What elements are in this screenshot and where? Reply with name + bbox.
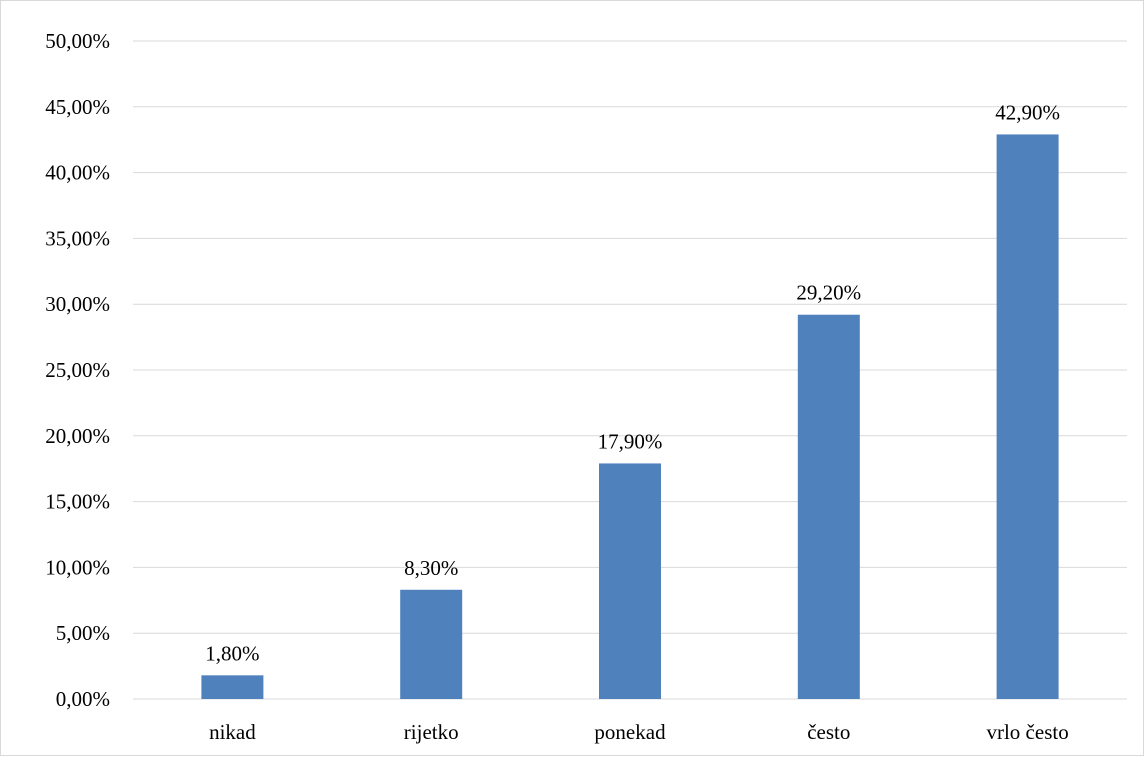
bar: [400, 589, 463, 699]
bar: [996, 134, 1059, 699]
y-tick-label: 35,00%: [45, 226, 110, 250]
data-label: 29,20%: [796, 281, 861, 305]
x-tick-label: nikad: [209, 720, 256, 744]
bar: [201, 675, 264, 699]
y-tick-label: 0,00%: [56, 687, 110, 711]
x-tick-label: ponekad: [594, 720, 666, 744]
y-tick-label: 45,00%: [45, 95, 110, 119]
y-axis-tick-labels: 0,00% 5,00% 10,00% 15,00% 20,00% 25,00% 30,00%…: [45, 29, 110, 711]
data-label: 1,80%: [205, 641, 259, 665]
y-tick-label: 50,00%: [45, 29, 110, 53]
y-tick-label: 30,00%: [45, 292, 110, 316]
y-tick-label: 20,00%: [45, 424, 110, 448]
bar: [797, 314, 860, 699]
x-tick-label: često: [807, 720, 850, 744]
gridlines: [133, 40, 1127, 700]
x-tick-label: rijetko: [404, 720, 459, 744]
bar: [599, 463, 661, 699]
y-tick-label: 40,00%: [45, 161, 110, 185]
data-label: 8,30%: [404, 556, 458, 580]
x-tick-label: vrlo često: [986, 720, 1068, 744]
y-tick-label: 25,00%: [45, 358, 110, 382]
data-label: 17,90%: [598, 429, 663, 453]
y-tick-label: 5,00%: [56, 621, 110, 645]
data-labels: 1,80% 8,30% 17,90% 29,20% 42,90%: [205, 100, 1060, 665]
data-label: 42,90%: [995, 100, 1060, 124]
y-tick-label: 15,00%: [45, 490, 110, 514]
x-axis-tick-labels: nikad rijetko ponekad često vrlo često: [209, 720, 1069, 744]
y-tick-label: 10,00%: [45, 555, 110, 579]
bars: [201, 134, 1059, 699]
